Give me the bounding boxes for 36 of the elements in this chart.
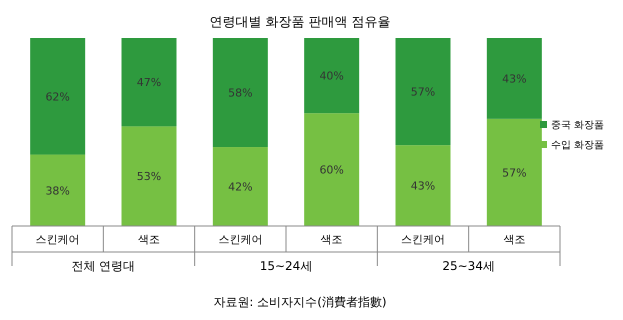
bar [30,154,86,226]
chart-title: 연령대별 화장품 판매액 점유율 [209,15,391,30]
bar [30,38,86,155]
data-label: 38% [45,184,70,198]
text: 25~34세 [442,259,495,273]
data-label: 58% [228,86,253,100]
bar [304,38,360,114]
data-label: 62% [45,90,70,104]
bar [122,38,176,126]
x-tick-label: 스킨케어 [36,233,80,246]
bar [396,145,450,226]
data-label: 57% [502,166,527,180]
data-label: 53% [136,170,162,184]
bar [212,38,268,148]
data-label: 47% [136,76,162,90]
data-label: 57% [410,86,436,99]
bar [396,38,450,146]
legend-label: 중국 화장품 [551,120,604,131]
x-tick-label: 색조 [138,233,160,246]
x-tick-label: 스킨케어 [218,233,262,246]
data-label: 42% [228,180,253,194]
text: 자료원: 소비자지수(消費者指數) [213,295,387,309]
text: 15~24세 [260,259,312,273]
legend-label: 수입 화장품 [551,140,604,151]
x-tick-label: 색조 [503,233,526,246]
text: 전체 연령대 [71,259,136,273]
bar [122,126,176,226]
x-tick-label: 색조 [320,233,343,246]
data-label: 40% [319,70,344,83]
bar [486,38,542,119]
data-label: 43% [502,72,527,86]
data-label: 43% [410,180,436,193]
data-label: 60% [319,164,344,177]
x-tick-label: 스킨케어 [401,233,445,246]
bar [212,147,268,226]
bar [304,113,360,226]
